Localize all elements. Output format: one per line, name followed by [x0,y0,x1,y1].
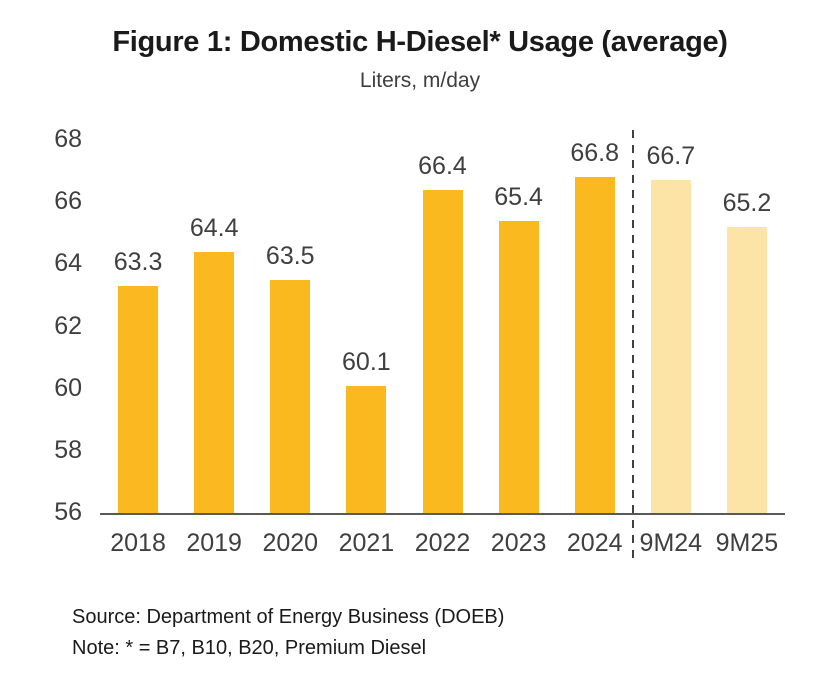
bar-2023 [498,220,539,513]
footnotes: Source: Department of Energy Business (D… [72,602,504,664]
chart-title: Figure 1: Domestic H-Diesel* Usage (aver… [112,26,728,58]
y-tick-label: 68 [54,125,82,153]
bar-2020 [270,279,311,513]
x-axis-label-2020: 2020 [262,529,319,557]
bar-2022 [422,189,463,513]
y-tick-label: 64 [54,249,82,278]
x-axis-label-2022: 2022 [414,529,471,557]
y-tick-label: 56 [54,498,82,526]
x-axis-label-9m25: 9M25 [715,529,779,557]
bar-value-label-9m25: 65.2 [722,189,772,218]
bar-9m24 [650,180,691,513]
bar-value-label-9m24: 66.7 [646,142,696,171]
x-axis-label-2023: 2023 [490,529,547,557]
x-axis-label-2018: 2018 [110,529,166,557]
bar-2019 [194,251,235,513]
bar-value-label-2018: 63.3 [113,248,163,277]
x-axis-label-2021: 2021 [338,529,395,557]
bar-9m25 [726,227,767,513]
bar-value-label-2020: 63.5 [265,241,315,270]
source-note: Source: Department of Energy Business (D… [72,606,505,628]
x-axis-label-9m24: 9M24 [639,529,703,557]
y-tick-label: 62 [54,311,82,340]
y-tick-label: 66 [54,187,82,216]
x-axis-label-2024: 2024 [566,529,623,557]
bar-2018 [118,286,159,513]
bar-2021 [346,385,387,513]
asterisk-note: Note: * = B7, B10, B20, Premium Diesel [72,637,427,659]
chart-subtitle: Liters, m/day [359,69,481,92]
y-tick-label: 58 [54,435,82,464]
bar-value-label-2023: 65.4 [494,182,543,211]
bar-value-label-2019: 64.4 [189,213,239,242]
bar-value-label-2021: 60.1 [342,347,391,376]
y-tick-label: 60 [54,373,82,402]
bar-value-label-2024: 66.8 [570,139,620,168]
bar-2024 [574,177,615,513]
x-axis-line [100,513,785,515]
forecast-divider-line [631,130,634,565]
x-axis-label-2019: 2019 [186,529,242,557]
bar-value-label-2022: 66.4 [418,151,467,180]
